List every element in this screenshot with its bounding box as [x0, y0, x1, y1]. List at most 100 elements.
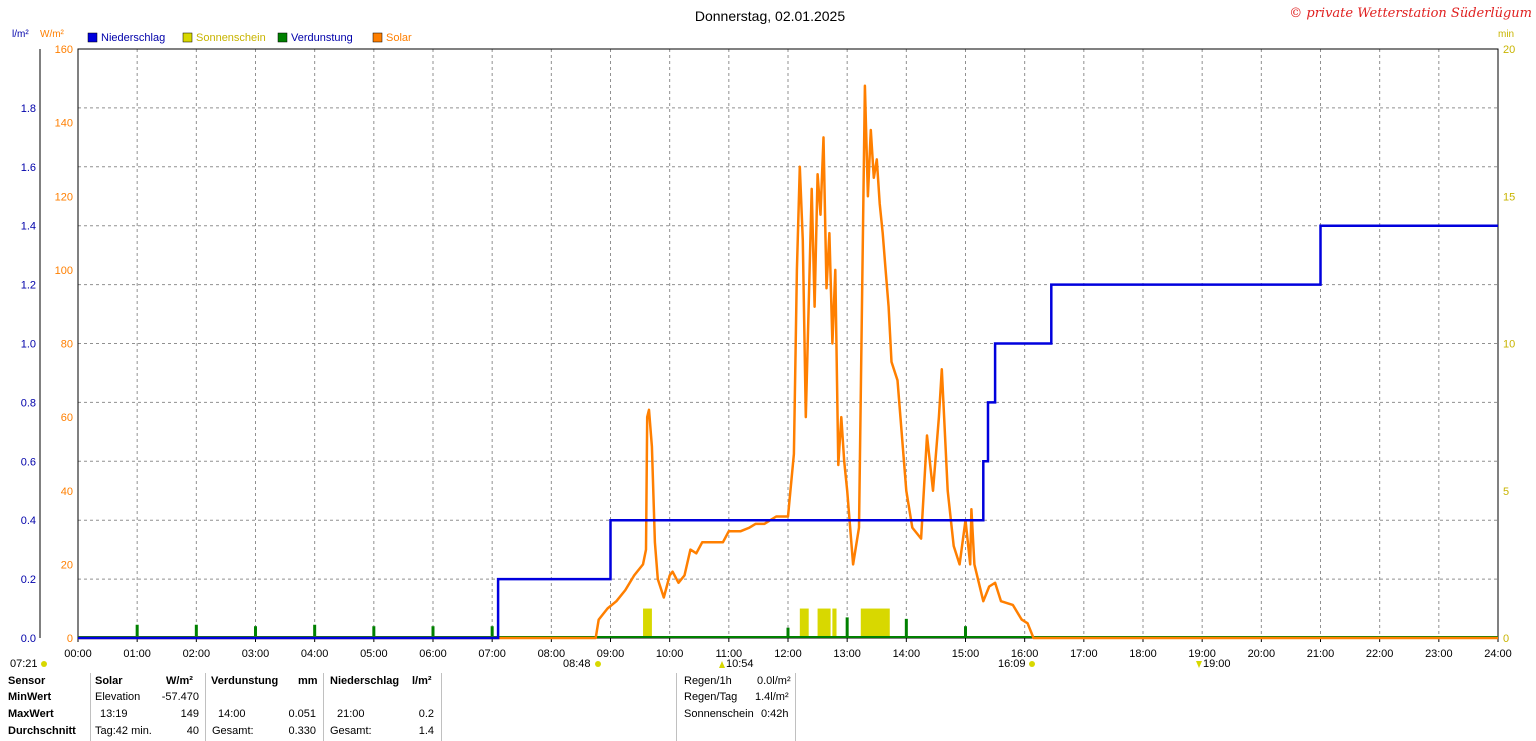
sunshine-bar: [860, 608, 890, 638]
stats-cell: Gesamt:: [212, 725, 254, 737]
x-tick-label: 19:00: [1188, 648, 1216, 660]
solar-noon-icon: [719, 661, 725, 668]
stats-row-label: MaxWert: [8, 708, 54, 720]
y-tick-label-precip: 1.2: [21, 280, 36, 292]
precip-unit-label: l/m²: [12, 29, 29, 40]
stats-cell: Elevation: [95, 691, 141, 703]
x-tick-label: 09:00: [597, 648, 625, 660]
solar-line: [78, 84, 1498, 640]
evap-spike: [904, 618, 908, 638]
stats-cell: Gesamt:: [330, 725, 372, 737]
summary-label: Sonnenschein: [684, 708, 754, 720]
sunshine-bar: [799, 608, 809, 638]
sunset-label: 19:00: [1203, 658, 1231, 670]
solar-start-label: 08:48: [563, 658, 591, 670]
x-tick-label: 03:00: [242, 648, 270, 660]
legend-label-solar: Solar: [386, 32, 412, 44]
evap-spike: [372, 626, 376, 638]
sunshine-bars: [643, 608, 890, 638]
y-tick-label-precip: 0.4: [21, 515, 36, 527]
y-tick-label-solar: 100: [55, 265, 73, 277]
legend-swatch-precip: [87, 32, 98, 43]
legend-swatch-evap: [277, 32, 288, 43]
copyright-text: © private Wetterstation Süderlügum: [1289, 6, 1532, 21]
summary-value: 0.0l/m²: [757, 675, 791, 687]
grid: [78, 49, 1498, 638]
stats-cell: 0.051: [288, 708, 316, 720]
evap-spike: [786, 627, 790, 638]
x-tick-label: 07:00: [478, 648, 506, 660]
y-tick-label-solar: 0: [67, 633, 73, 645]
sunrise-label: 07:21: [10, 658, 38, 670]
sunshine-bar: [832, 608, 837, 638]
y-tick-label-sun: 15: [1503, 191, 1515, 203]
stats-header-solar-unit: W/m²: [166, 675, 193, 687]
x-tick-label: 10:00: [656, 648, 684, 660]
weather-chart: Donnerstag, 02.01.2025 © private Wetters…: [10, 6, 1532, 670]
y-tick-label-sun: 5: [1503, 486, 1509, 498]
x-tick-label: 14:00: [893, 648, 921, 660]
evap-spike: [431, 626, 435, 638]
x-tick-label: 04:00: [301, 648, 329, 660]
x-tick-label: 15:00: [952, 648, 980, 660]
x-tick-label: 20:00: [1248, 648, 1276, 660]
stats-cell: 14:00: [218, 708, 246, 720]
y-tick-label-solar: 160: [55, 44, 73, 56]
y-tick-label-precip: 1.8: [21, 103, 36, 115]
sun-markers: 07:21 08:48 10:54 16:09 19:00: [10, 658, 1231, 670]
stats-cell: 13:19: [100, 708, 128, 720]
stats-cell: Tag:42 min.: [95, 725, 152, 737]
y-tick-label-precip: 0.8: [21, 397, 36, 409]
stats-cell: 149: [180, 708, 199, 720]
stats-cell: 21:00: [337, 708, 365, 720]
stats-cell: 0.330: [288, 725, 316, 737]
x-tick-label: 23:00: [1425, 648, 1453, 660]
stats-cell: 1.4: [418, 725, 434, 737]
summary-label: Regen/Tag: [684, 691, 738, 703]
x-tick-label: 01:00: [123, 648, 151, 660]
legend: Niederschlag Sonnenschein Verdunstung Solar: [87, 32, 412, 44]
legend-label-evap: Verdunstung: [291, 32, 353, 44]
x-tick-label: 08:00: [538, 648, 566, 660]
y-tick-label-solar: 20: [61, 559, 73, 571]
stats-header-solar: Solar: [95, 675, 123, 687]
legend-label-sunshine: Sonnenschein: [196, 32, 266, 44]
stats-header-sensor: Sensor: [8, 675, 46, 687]
x-tick-label: 11:00: [715, 648, 742, 660]
precip-line: [78, 224, 1498, 640]
x-tick-label: 12:00: [774, 648, 802, 660]
sun-unit-label: min: [1498, 29, 1514, 40]
x-tick-label: 18:00: [1129, 648, 1157, 660]
x-tick-label: 05:00: [360, 648, 388, 660]
y-tick-label-solar: 140: [55, 118, 73, 130]
solar-start-icon: [595, 661, 601, 667]
stats-cell: 40: [186, 725, 199, 737]
legend-label-precip: Niederschlag: [101, 32, 165, 44]
sunset-icon: [1196, 661, 1202, 668]
stats-cell: 0.2: [418, 708, 434, 720]
stats-header-precip-unit: l/m²: [412, 675, 432, 687]
summary-value: 0:42h: [761, 708, 789, 720]
y-tick-label-sun: 0: [1503, 633, 1509, 645]
evap-spike: [313, 624, 317, 638]
stats-panel: Sensor Solar W/m² Verdunstung mm Nieders…: [0, 673, 1536, 741]
evap-spike: [964, 626, 967, 638]
evap-spike: [490, 626, 494, 638]
x-tick-label: 21:00: [1307, 648, 1335, 660]
summary-label: Regen/1h: [684, 675, 732, 687]
stats-cell: -57.470: [161, 691, 199, 703]
legend-swatch-sunshine: [182, 32, 193, 43]
chart-title: Donnerstag, 02.01.2025: [695, 8, 845, 24]
solar-end-label: 16:09: [998, 658, 1026, 670]
y-tick-label-solar: 40: [61, 486, 73, 498]
stats-header-precip: Niederschlag: [330, 675, 400, 687]
y-tick-label-solar: 80: [61, 339, 73, 351]
x-tick-label: 02:00: [183, 648, 211, 660]
y-tick-label-precip: 1.4: [21, 221, 36, 233]
solar-end-icon: [1029, 661, 1035, 667]
evap-spike: [194, 624, 198, 638]
y-tick-label-sun: 10: [1503, 339, 1515, 351]
x-tick-label: 06:00: [419, 648, 447, 660]
solar-noon-label: 10:54: [726, 658, 754, 670]
solar-unit-label: W/m²: [40, 29, 65, 40]
